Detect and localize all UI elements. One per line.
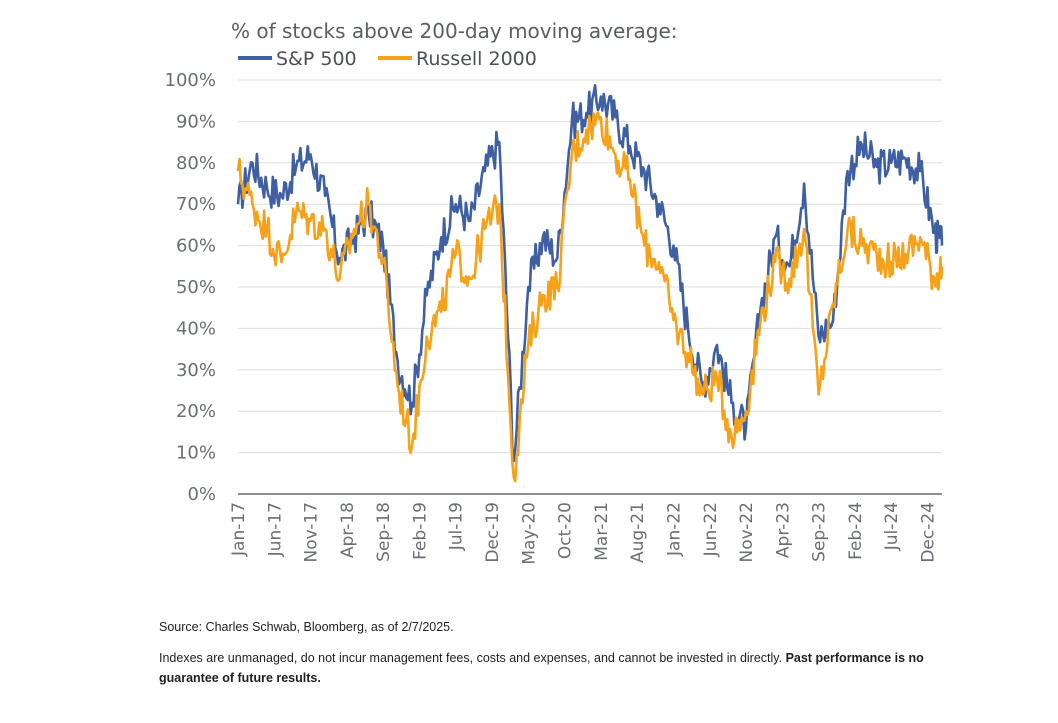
disclaimer-text: Indexes are unmanaged, do not incur mana…	[159, 651, 783, 665]
y-tick-label: 90%	[176, 111, 216, 132]
x-tick-label: Sep-18	[374, 502, 394, 562]
x-tick-label: Feb-24	[846, 502, 866, 560]
x-tick-label: Apr-18	[338, 502, 358, 558]
y-tick-label: 20%	[176, 401, 216, 422]
chart: % of stocks above 200-day moving average…	[165, 19, 944, 565]
x-tick-label: Jan-17	[229, 502, 249, 557]
y-axis: 0% 10% 20% 30% 40% 50% 60% 70% 80% 90% 100%	[165, 70, 216, 505]
legend-label-sp500: S&P 500	[276, 48, 357, 70]
x-tick-label: Jul-19	[447, 502, 467, 551]
x-tick-label: Jun-17	[265, 502, 285, 557]
x-tick-label: Nov-17	[302, 502, 322, 563]
source-note: Source: Charles Schwab, Bloomberg, as of…	[159, 620, 454, 634]
x-tick-label: Dec-24	[919, 502, 939, 563]
x-tick-label: Aug-21	[628, 502, 648, 563]
x-tick-label: May-20	[519, 502, 539, 565]
x-tick-label: Jul-24	[882, 502, 902, 551]
y-tick-label: 70%	[176, 194, 216, 215]
x-axis: Jan-17 Jun-17 Nov-17 Apr-18 Sep-18 Feb-19 Jul-…	[229, 502, 939, 565]
x-tick-label: Jun-22	[701, 502, 721, 557]
x-tick-label: Dec-19	[483, 502, 503, 563]
y-tick-label: 0%	[187, 484, 216, 505]
plot-area	[236, 84, 944, 483]
x-tick-label: Feb-19	[410, 502, 430, 560]
grid	[238, 79, 942, 495]
chart-title: % of stocks above 200-day moving average…	[231, 19, 678, 43]
y-tick-label: 30%	[176, 360, 216, 381]
series-line-russell2000	[236, 111, 944, 483]
y-tick-label: 50%	[176, 277, 216, 298]
y-tick-label: 60%	[176, 236, 216, 257]
y-tick-label: 10%	[176, 443, 216, 464]
x-tick-label: Mar-21	[592, 502, 612, 561]
disclaimer-note: Indexes are unmanaged, do not incur mana…	[159, 648, 979, 688]
x-tick-label: Apr-23	[773, 502, 793, 558]
series-line-sp500	[236, 84, 944, 463]
x-tick-label: Nov-22	[737, 502, 757, 563]
y-tick-label: 80%	[176, 153, 216, 174]
legend: S&P 500 Russell 2000	[238, 48, 537, 70]
y-tick-label: 100%	[165, 70, 216, 91]
legend-label-russell2000: Russell 2000	[416, 48, 537, 70]
x-tick-label: Sep-23	[810, 502, 830, 562]
x-tick-label: Oct-20	[556, 502, 576, 559]
x-tick-label: Jan-22	[665, 502, 685, 557]
disclaimer-bold: Past performance is no guarantee of futu…	[159, 651, 924, 685]
y-tick-label: 40%	[176, 318, 216, 339]
